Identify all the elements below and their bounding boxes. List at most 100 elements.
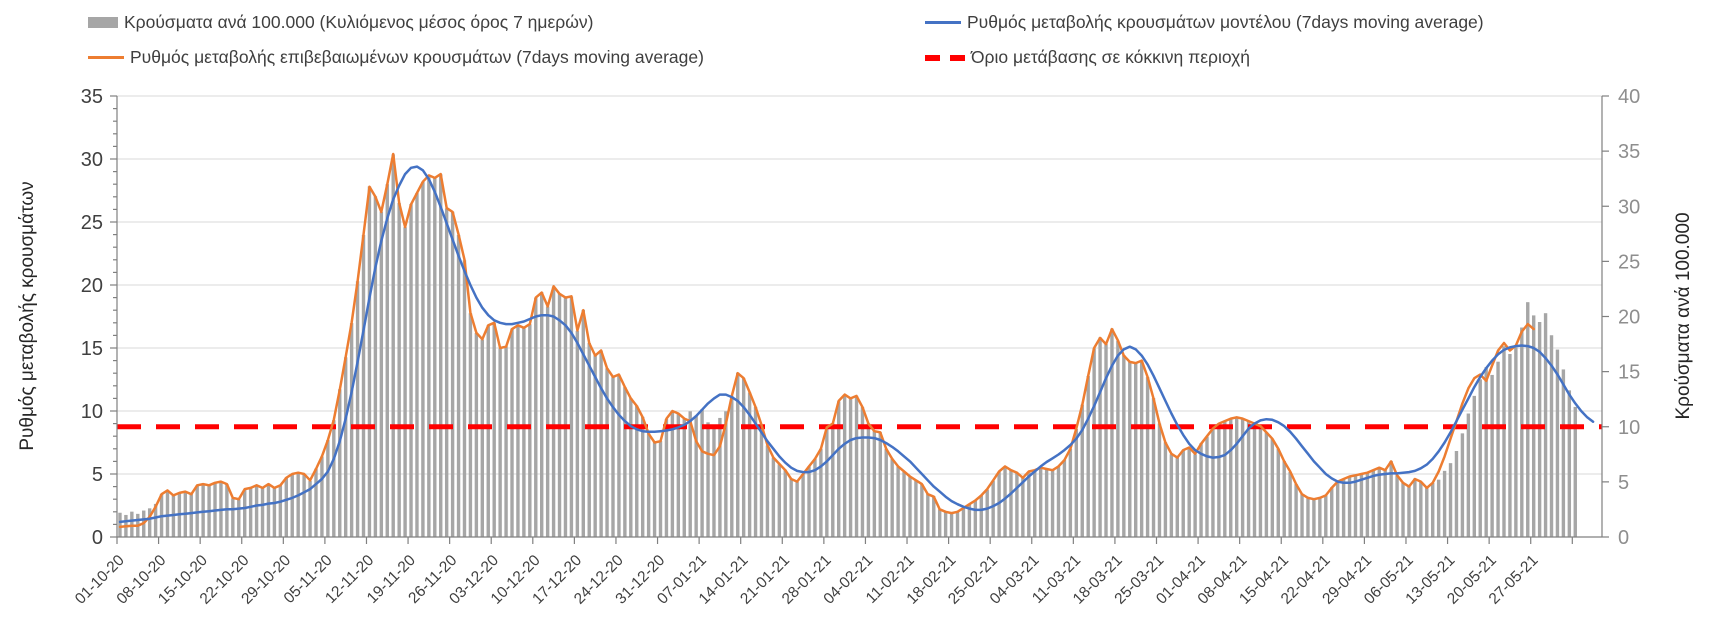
bar bbox=[260, 487, 265, 537]
bar bbox=[1288, 471, 1292, 537]
bar bbox=[771, 457, 776, 537]
bar bbox=[516, 325, 520, 537]
bar bbox=[914, 480, 918, 537]
bar bbox=[1555, 349, 1560, 537]
bar bbox=[1104, 344, 1108, 537]
bar bbox=[884, 448, 888, 537]
bar bbox=[670, 411, 675, 537]
bar bbox=[1229, 419, 1233, 537]
bar bbox=[759, 424, 764, 537]
bar bbox=[1038, 467, 1043, 537]
bar bbox=[1033, 469, 1037, 537]
bar bbox=[646, 433, 651, 537]
bar bbox=[415, 193, 419, 537]
bar bbox=[1086, 376, 1090, 537]
bar bbox=[1549, 335, 1554, 537]
bar bbox=[320, 456, 324, 537]
bar bbox=[563, 297, 568, 537]
bar bbox=[1116, 340, 1120, 537]
bar bbox=[1330, 487, 1334, 537]
line-swatch-icon bbox=[88, 56, 124, 59]
bar bbox=[189, 494, 193, 537]
bar bbox=[1567, 390, 1572, 537]
bar bbox=[397, 202, 401, 537]
bar bbox=[783, 469, 787, 537]
legend-label: Ρυθμός μεταβολής επιβεβαιωμένων κρουσμάτ… bbox=[130, 47, 704, 67]
bar bbox=[1425, 487, 1429, 537]
bar bbox=[611, 377, 615, 537]
bar bbox=[1484, 367, 1488, 537]
bar bbox=[456, 234, 461, 538]
right-tick-label: 25 bbox=[1618, 251, 1640, 273]
bar bbox=[1537, 322, 1542, 537]
bar bbox=[1508, 353, 1512, 537]
bar bbox=[866, 423, 871, 537]
bar bbox=[1543, 313, 1548, 537]
bar bbox=[587, 342, 591, 537]
bar bbox=[1151, 398, 1156, 537]
bar bbox=[1436, 479, 1441, 537]
bar bbox=[753, 406, 758, 537]
bar bbox=[296, 473, 300, 537]
bar bbox=[1223, 421, 1227, 537]
confirmed-line bbox=[118, 152, 1535, 529]
bar bbox=[433, 177, 437, 537]
bar bbox=[1353, 475, 1358, 537]
bar bbox=[504, 346, 508, 537]
bar bbox=[1347, 476, 1352, 537]
bar bbox=[1514, 347, 1518, 537]
bar bbox=[492, 323, 496, 537]
bar bbox=[1389, 460, 1393, 537]
bar bbox=[248, 487, 253, 537]
bar bbox=[308, 480, 312, 537]
bar bbox=[1520, 327, 1524, 537]
left-tick-label: 20 bbox=[81, 275, 103, 297]
bar bbox=[462, 260, 467, 537]
bar bbox=[314, 468, 318, 537]
bar bbox=[1573, 406, 1577, 537]
bar bbox=[712, 426, 716, 537]
bar bbox=[326, 439, 330, 537]
legend-label: Όριο μετάβασης σε κόκκινη περιοχή bbox=[971, 47, 1251, 67]
right-tick-label: 0 bbox=[1618, 527, 1629, 549]
bar bbox=[1122, 355, 1126, 537]
bar bbox=[557, 293, 562, 537]
bar bbox=[1187, 447, 1191, 537]
bar bbox=[1163, 442, 1168, 537]
bar bbox=[991, 480, 995, 537]
bar bbox=[848, 398, 853, 537]
bar bbox=[195, 485, 199, 537]
bar bbox=[480, 339, 485, 537]
bar bbox=[890, 458, 894, 537]
bar bbox=[1472, 395, 1476, 537]
dashed-line-swatch-icon bbox=[925, 54, 965, 61]
bar bbox=[474, 333, 479, 537]
legend-item-confirmed-line: Ρυθμός μεταβολής επιβεβαιωμένων κρουσμάτ… bbox=[88, 47, 704, 68]
bar bbox=[254, 485, 259, 537]
bar bbox=[1365, 473, 1370, 537]
bar bbox=[1098, 337, 1102, 537]
bar bbox=[118, 512, 122, 537]
bar bbox=[730, 395, 734, 537]
bar bbox=[1145, 377, 1150, 537]
bar bbox=[842, 394, 847, 537]
bar bbox=[747, 392, 752, 537]
bar bbox=[789, 478, 793, 537]
bar bbox=[741, 378, 746, 537]
bar bbox=[777, 464, 782, 537]
bar bbox=[949, 512, 954, 537]
bar bbox=[1419, 481, 1423, 537]
bar bbox=[682, 419, 686, 537]
bar bbox=[421, 181, 425, 537]
bar bbox=[1282, 460, 1286, 537]
bar bbox=[1021, 477, 1025, 537]
bar bbox=[450, 211, 455, 537]
bar bbox=[302, 474, 306, 537]
bar bbox=[1490, 374, 1494, 537]
bar bbox=[486, 325, 490, 537]
bar bbox=[652, 442, 657, 537]
bar bbox=[1270, 438, 1275, 537]
left-tick-label: 25 bbox=[81, 212, 103, 234]
